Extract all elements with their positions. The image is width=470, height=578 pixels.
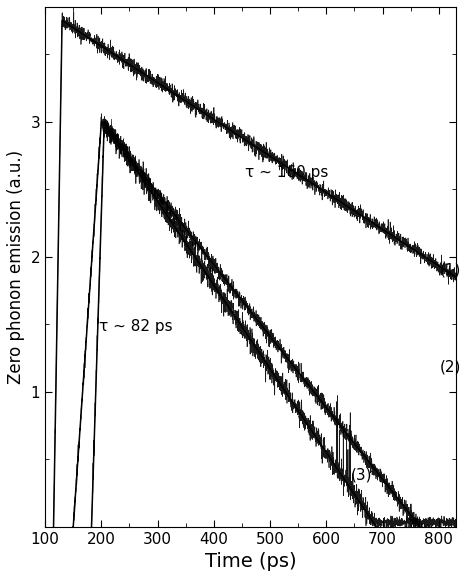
Text: (3): (3)	[351, 468, 372, 483]
Text: τ ~ 160 ps: τ ~ 160 ps	[245, 165, 328, 180]
Text: (1): (1)	[440, 262, 461, 277]
Text: τ ~ 82 ps: τ ~ 82 ps	[99, 320, 172, 334]
Y-axis label: Zero phonon emission (a.u.): Zero phonon emission (a.u.)	[7, 150, 25, 384]
X-axis label: Time (ps): Time (ps)	[204, 552, 296, 571]
Text: (2): (2)	[440, 360, 461, 375]
